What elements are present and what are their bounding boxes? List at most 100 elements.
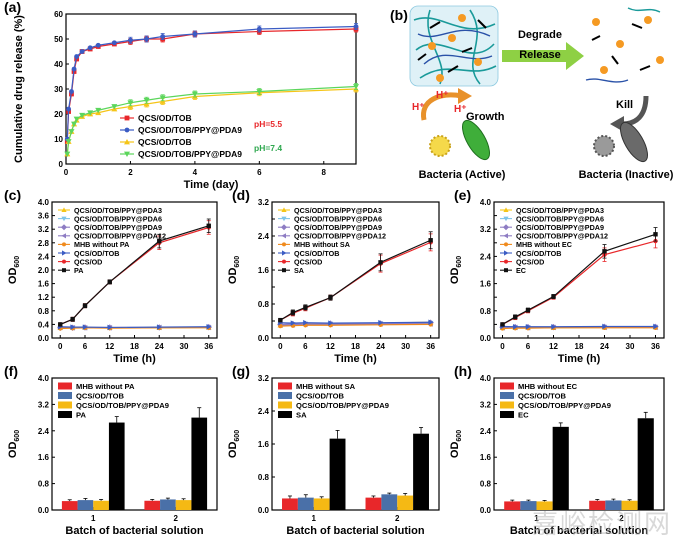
legend-marker [61, 233, 66, 239]
data-point [500, 322, 505, 327]
legend-label: MHB without PA [76, 382, 135, 391]
legend-marker [503, 224, 509, 231]
data-point [328, 320, 334, 326]
legend-marker [281, 216, 287, 222]
bar [93, 500, 109, 510]
legend-marker [504, 242, 508, 247]
y-axis-label-sub: 600 [456, 430, 463, 442]
bar [329, 438, 346, 510]
legend-marker [281, 224, 287, 231]
legend-marker [124, 151, 130, 157]
data-point [159, 95, 166, 101]
x-tick-label: 4 [193, 168, 198, 177]
ph-annotation-74: pH=7.4 [254, 143, 282, 153]
y-tick-label: 20 [54, 110, 63, 119]
x-tick-label: 0 [64, 168, 69, 177]
y-tick-label: 0.8 [38, 480, 50, 489]
y-axis-label-sub: 600 [14, 430, 21, 442]
x-axis-label: Batch of bacterial solution [510, 525, 648, 537]
legend-marker [61, 207, 67, 212]
x-tick-label: 6 [526, 342, 531, 351]
y-tick-label: 1.6 [38, 453, 50, 462]
legend-marker [504, 268, 508, 273]
x-tick-label: 30 [180, 342, 189, 351]
watermark: 嘉峪检测网 [531, 510, 672, 540]
legend-swatch [58, 411, 72, 418]
legend-marker [503, 233, 508, 239]
legend-label: QCS/OD/TOB/PPY@PDA9 [518, 401, 611, 410]
series-line [280, 321, 431, 324]
y-tick-label: 0.4 [38, 320, 50, 329]
x-tick-label: 0 [278, 342, 283, 351]
data-point [353, 84, 359, 90]
data-point [127, 100, 134, 106]
bar [191, 417, 208, 510]
data-point [69, 89, 74, 94]
y-tick-label: 3.2 [480, 225, 492, 234]
y-tick-label: 3.6 [38, 212, 50, 221]
y-tick-label: 0 [59, 160, 64, 169]
y-axis-label: OD600 [449, 256, 463, 284]
data-point [551, 323, 557, 330]
legend-label: QCS/OD/TOB [294, 249, 339, 258]
data-point [143, 97, 150, 104]
legend-marker [504, 250, 509, 256]
legend-marker [282, 250, 287, 256]
y-axis-label: Cumulative drug release (%) [13, 15, 25, 163]
bar [637, 418, 654, 510]
y-tick-label: 1.6 [258, 440, 270, 449]
y-tick-label: 2.4 [38, 252, 50, 261]
x-tick-label: 2 [174, 514, 179, 523]
legend-label: QCS/OD/TOB/PPY@PDA6 [516, 214, 604, 223]
legend-swatch [278, 382, 292, 390]
legend-label: QCS/OD [74, 257, 102, 266]
data-point [513, 323, 519, 330]
bar [108, 422, 125, 510]
data-point [653, 232, 658, 237]
bar [589, 500, 606, 510]
y-axis-label-sub: 600 [456, 256, 463, 268]
y-tick-label: 50 [54, 35, 63, 44]
legend-label: QCS/OD/TOB/PPY@PDA12 [516, 232, 608, 241]
bacteria-inactive-label: Bacteria (Inactive) [579, 169, 674, 181]
series-line [66, 85, 357, 155]
legend-label: MHB without SA [296, 382, 356, 391]
plot-frame [51, 377, 218, 511]
data-point [82, 324, 88, 330]
x-tick-label: 30 [401, 342, 410, 351]
chart-g: (g) 0.0 0.8 1.6 2.4 3.2 OD600 Batch of bacteria… [227, 363, 440, 537]
legend-label: QCS/OD/TOB [518, 392, 566, 401]
legend-marker [504, 259, 508, 264]
y-tick-label: 0.0 [258, 334, 270, 343]
x-tick-label: 18 [130, 342, 139, 351]
bar [297, 497, 314, 510]
legend-marker [282, 268, 286, 273]
panel-label-h: (h) [454, 363, 472, 379]
data-point [87, 45, 93, 51]
legend-swatch [58, 392, 72, 399]
legend-marker [282, 259, 286, 264]
degrade-label: Degrade [518, 29, 562, 41]
x-tick-label: 24 [600, 342, 609, 351]
legend-label: PA [74, 266, 83, 275]
x-tick-label: 24 [155, 342, 164, 351]
data-point [143, 101, 150, 107]
data-point [71, 121, 78, 127]
panel-label-a: (a) [4, 0, 21, 15]
bar [552, 426, 569, 510]
bar [175, 500, 192, 510]
schematic-panel-b: (b) Degrade Release [390, 5, 674, 181]
panel-label-d: (d) [232, 187, 250, 203]
bar [621, 500, 638, 510]
legend-marker [124, 115, 130, 121]
panel-label-e: (e) [454, 187, 471, 203]
legend-swatch [58, 382, 72, 390]
x-tick-label: 12 [326, 342, 335, 351]
legend-label: QCS/OD/TOB/PPY@PDA9 [516, 223, 604, 232]
y-tick-label: 2.4 [258, 232, 270, 241]
y-tick-label: 30 [54, 85, 63, 94]
data-point [64, 151, 71, 157]
data-point [157, 324, 163, 330]
x-tick-label: 24 [376, 342, 385, 351]
